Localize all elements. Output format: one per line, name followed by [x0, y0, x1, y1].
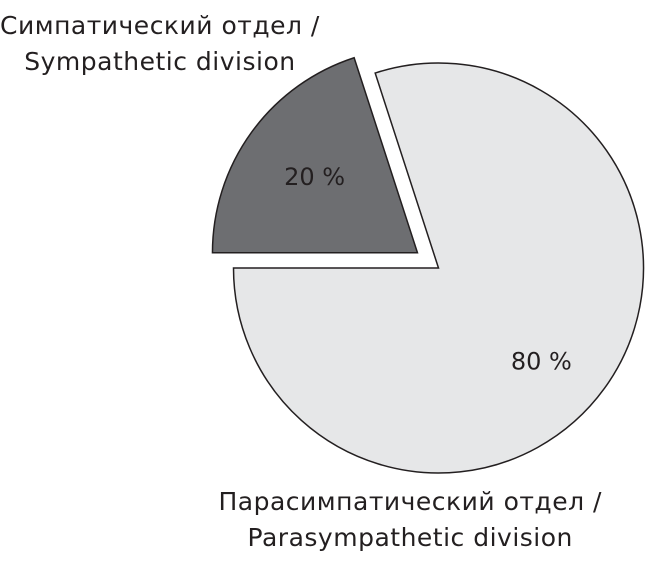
pie-slice [211, 56, 419, 254]
value-label: 20 % [284, 163, 345, 191]
value-label: 80 % [511, 348, 572, 376]
pie-slice [232, 62, 645, 474]
category-label: Парасимпатический отдел / Parasympatheti… [218, 487, 602, 552]
category-label: Симпатический отдел / Sympathetic divisi… [0, 11, 320, 76]
